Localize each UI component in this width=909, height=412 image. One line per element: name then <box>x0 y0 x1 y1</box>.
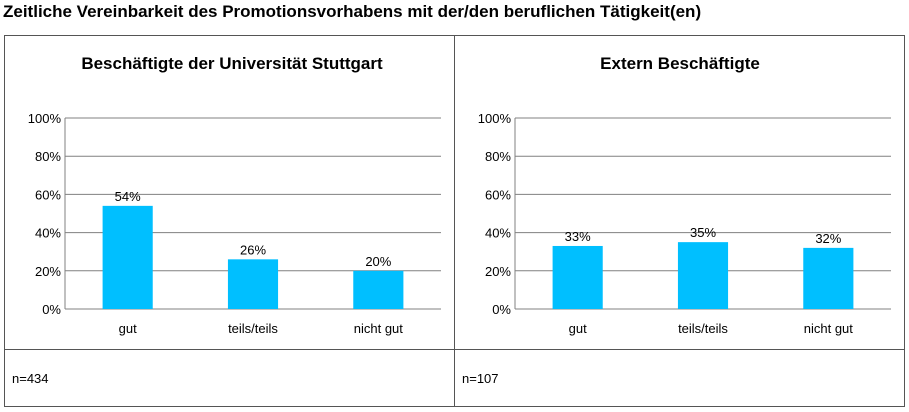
column-divider <box>454 35 455 407</box>
bar-left-1 <box>227 259 279 309</box>
data-label: 20% <box>365 254 391 269</box>
y-tick-label: 40% <box>35 226 61 241</box>
data-label: 35% <box>690 225 716 240</box>
y-tick-label: 100% <box>478 111 512 126</box>
category-label: teils/teils <box>228 321 278 336</box>
chart-right: Extern Beschäftigte 0% 20% 40% 60% 80% 100% 33%… <box>478 54 891 336</box>
y-tick-label: 60% <box>35 187 61 202</box>
category-label: nicht gut <box>354 321 404 336</box>
category-label: gut <box>569 321 587 336</box>
chart-left: Beschäftigte der Universität Stuttgart 0%… <box>28 54 441 336</box>
y-tick-label: 20% <box>35 264 61 279</box>
chart-title-right: Extern Beschäftigte <box>600 54 760 73</box>
category-label: nicht gut <box>804 321 854 336</box>
y-tick-label: 80% <box>35 149 61 164</box>
y-tick-label: 40% <box>485 226 511 241</box>
y-tick-label: 60% <box>485 187 511 202</box>
y-tick-label: 0% <box>492 302 511 317</box>
page-title: Zeitliche Vereinbarkeit des Promotionsvo… <box>3 2 702 21</box>
y-tick-label: 80% <box>485 149 511 164</box>
bar-left-0 <box>102 205 153 309</box>
sample-size-left: n=434 <box>12 371 49 386</box>
y-tick-label: 0% <box>42 302 61 317</box>
y-tick-label: 20% <box>485 264 511 279</box>
bar-right-0 <box>552 245 603 309</box>
data-label: 54% <box>115 189 141 204</box>
sample-size-right: n=107 <box>462 371 499 386</box>
category-label: gut <box>119 321 137 336</box>
data-label: 32% <box>815 231 841 246</box>
data-label: 33% <box>565 229 591 244</box>
y-tick-label: 100% <box>28 111 62 126</box>
chart-title-left: Beschäftigte der Universität Stuttgart <box>81 54 383 73</box>
bar-right-2 <box>803 247 854 309</box>
bar-right-1 <box>677 242 729 309</box>
bar-left-2 <box>353 270 404 309</box>
row-divider <box>4 349 905 350</box>
data-label: 26% <box>240 242 266 257</box>
category-label: teils/teils <box>678 321 728 336</box>
